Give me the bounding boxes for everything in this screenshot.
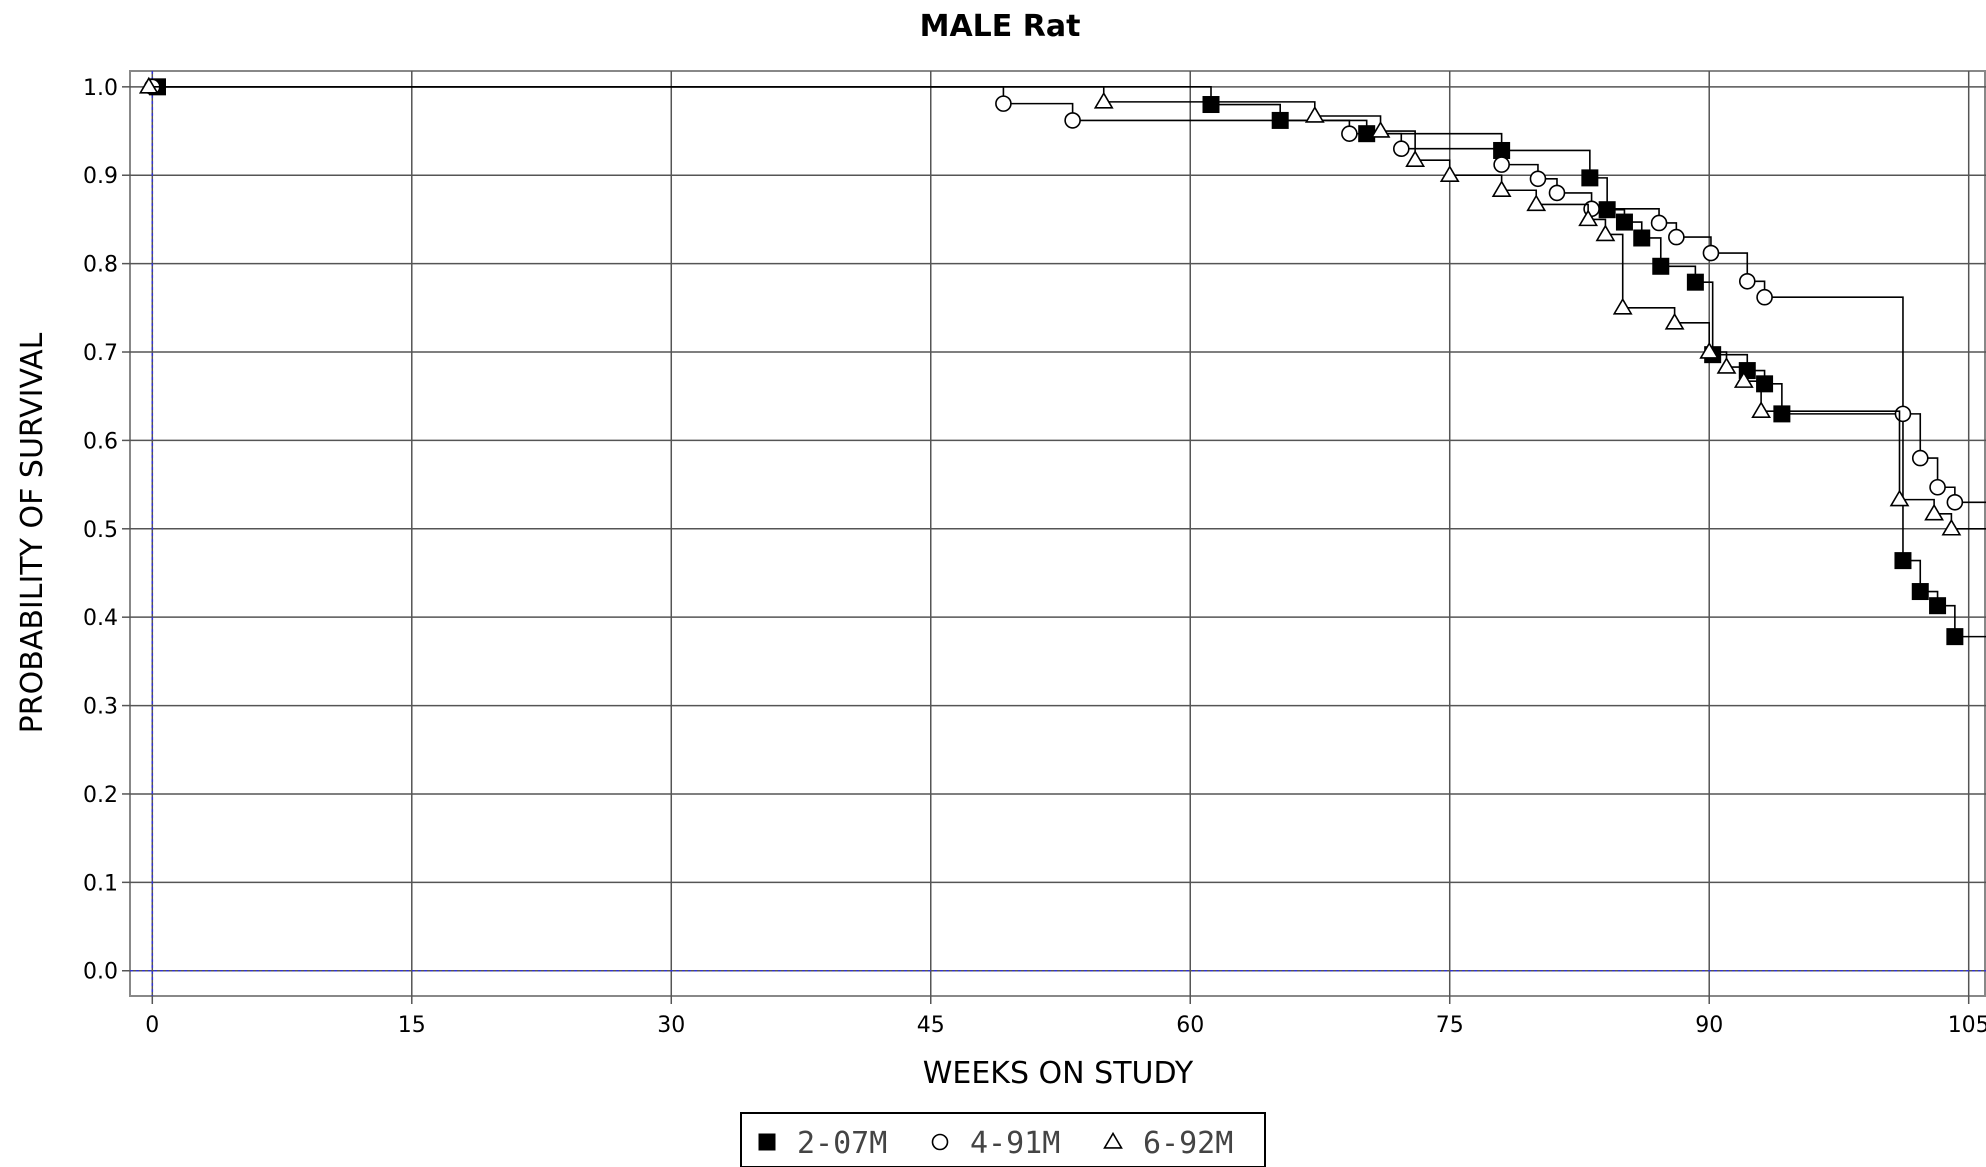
legend-triangle-marker xyxy=(1103,1131,1123,1149)
data-point-circle-marker xyxy=(1702,244,1720,262)
data-point-circle-marker xyxy=(1392,140,1410,158)
data-point-square-marker xyxy=(1581,169,1599,187)
data-point-circle-marker xyxy=(1650,214,1668,232)
chart-title: MALE Rat xyxy=(920,9,1081,44)
data-point-triangle-marker xyxy=(1370,120,1391,138)
data-point-square-marker xyxy=(1615,213,1633,231)
x-tick-label: 30 xyxy=(657,1013,685,1038)
data-point-square-marker xyxy=(1652,257,1670,275)
data-point-triangle-marker xyxy=(1491,180,1512,198)
data-point-circle-marker xyxy=(1946,493,1964,511)
y-tick-label: 0.3 xyxy=(83,695,118,720)
data-point-triangle-marker xyxy=(1664,312,1685,330)
data-point-square-marker xyxy=(1598,201,1616,219)
data-point-circle-marker xyxy=(1493,156,1510,173)
data-point-triangle-marker xyxy=(1733,371,1754,388)
y-tick-label: 0.4 xyxy=(83,606,118,631)
y-tick-label: 0.8 xyxy=(83,253,118,278)
x-tick-label: 15 xyxy=(398,1013,426,1038)
x-tick-label: 45 xyxy=(917,1013,945,1038)
legend-label: 4-91M xyxy=(970,1126,1060,1161)
legend-label: 2-07M xyxy=(797,1126,887,1161)
x-tick-label: 90 xyxy=(1695,1013,1723,1038)
data-point-circle-marker xyxy=(1341,125,1358,142)
data-point-circle-marker xyxy=(1929,478,1946,496)
data-point-circle-marker xyxy=(1738,272,1756,290)
data-point-triangle-marker xyxy=(1941,518,1962,536)
legend-entry: 6-92M xyxy=(1103,1126,1233,1161)
legend: 2-07M 4-91M 6-92M xyxy=(740,1112,1266,1167)
data-point-circle-marker xyxy=(1668,228,1685,246)
series-layer xyxy=(138,76,1986,646)
data-point-triangle-marker xyxy=(1595,224,1616,242)
data-point-triangle-marker xyxy=(1924,503,1945,521)
data-point-triangle-marker xyxy=(1439,165,1460,182)
data-point-triangle-marker xyxy=(1093,91,1114,109)
data-point-square-marker xyxy=(1894,552,1912,570)
y-tick-label: 0.0 xyxy=(83,960,118,985)
legend-box xyxy=(740,1112,1266,1167)
data-point-circle-marker xyxy=(1064,112,1081,129)
y-tick-label: 0.6 xyxy=(83,429,118,454)
data-point-square-marker xyxy=(1773,405,1791,423)
data-point-triangle-marker xyxy=(1699,341,1720,359)
data-point-square-marker xyxy=(1911,583,1929,601)
data-point-triangle-marker xyxy=(1405,150,1426,167)
data-point-triangle-marker xyxy=(138,76,159,94)
y-tick-label: 0.7 xyxy=(83,341,118,366)
data-point-square-marker xyxy=(1756,375,1774,393)
data-point-square-marker xyxy=(1633,229,1651,247)
data-point-circle-marker xyxy=(1756,288,1773,306)
data-point-circle-marker xyxy=(1911,449,1929,467)
data-point-triangle-marker xyxy=(1578,209,1599,227)
plot-border xyxy=(129,70,1986,997)
data-point-square-marker xyxy=(1202,96,1220,114)
y-tick-label: 1.0 xyxy=(83,76,118,101)
legend-square-marker xyxy=(758,1133,776,1151)
data-point-circle-marker xyxy=(1894,405,1912,423)
x-axis-label: WEEKS ON STUDY xyxy=(923,1056,1194,1091)
data-point-circle-marker xyxy=(995,95,1012,112)
y-tick-label: 0.2 xyxy=(83,783,118,808)
y-axis-label: PROBABILITY OF SURVIVAL xyxy=(15,332,50,733)
y-tick-label: 0.1 xyxy=(83,871,118,896)
data-point-triangle-marker xyxy=(1889,489,1910,507)
data-point-triangle-marker xyxy=(1716,356,1737,374)
data-point-square-marker xyxy=(1686,273,1704,291)
grid xyxy=(122,71,1986,1004)
legend-entry: 4-91M xyxy=(931,1126,1060,1161)
x-tick-label: 60 xyxy=(1176,1013,1204,1038)
data-point-triangle-marker xyxy=(1612,297,1633,315)
legend-label: 6-92M xyxy=(1143,1126,1233,1161)
x-tick-label: 75 xyxy=(1436,1013,1464,1038)
legend-entry: 2-07M xyxy=(758,1126,887,1161)
data-point-square-marker xyxy=(1929,597,1947,615)
tick-labels: 0 15 30 45 60 75 90 105 0.0 0.1 0.2 0.3 0.4 0.5 0.6 0.7… xyxy=(83,76,1986,1038)
series-6-92M xyxy=(138,76,1986,536)
y-tick-label: 0.9 xyxy=(83,164,118,189)
data-point-square-marker xyxy=(1946,628,1964,646)
data-point-triangle-marker xyxy=(1751,401,1772,418)
plot-frame xyxy=(129,70,1986,997)
legend-circle-marker xyxy=(931,1133,949,1151)
data-point-circle-marker xyxy=(1548,184,1566,202)
data-point-triangle-marker xyxy=(1526,194,1547,212)
x-tick-label: 105 xyxy=(1948,1013,1986,1038)
x-tick-label: 0 xyxy=(145,1013,159,1038)
y-tick-label: 0.5 xyxy=(83,518,118,543)
data-point-triangle-marker xyxy=(1304,105,1325,123)
data-point-circle-marker xyxy=(1529,170,1547,188)
